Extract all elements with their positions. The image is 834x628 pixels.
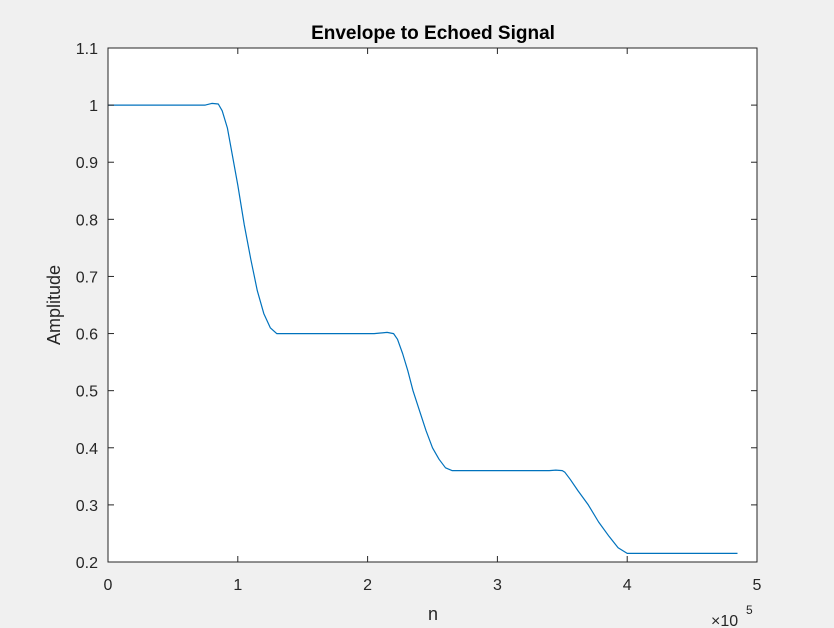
y-tick-label: 0.2 [76,555,98,572]
y-tick-label: 0.4 [76,441,98,458]
x-tick: 4 [623,48,632,594]
y-tick-label: 0.9 [76,155,98,172]
x-tick-label: 3 [493,577,502,594]
y-tick-label: 1 [89,98,98,115]
y-tick-label: 0.6 [76,327,98,344]
axes-box [107,47,758,563]
x-tick: 5 [753,48,762,594]
x-tick-label: 5 [753,577,762,594]
y-tick-label: 0.7 [76,269,98,286]
y-tick: 0.3 [76,498,757,515]
y-tick-label: 1.1 [76,41,98,58]
chart-title: Envelope to Echoed Signal [311,23,555,44]
x-axis-exponent: ×10 5 [711,603,753,628]
y-axis-ticks: 0.2 0.3 0.4 0.5 0.6 0.7 0.8 0.9 1 1.1 [76,41,757,572]
x-tick-label: 0 [104,577,113,594]
x-tick: 2 [363,48,372,594]
x-tick-label: 1 [233,577,242,594]
y-tick: 0.9 [76,155,757,172]
x-exponent-power: 5 [746,603,753,617]
y-tick: 0.6 [76,327,757,344]
y-tick-label: 0.5 [76,384,98,401]
x-tick-label: 4 [623,577,632,594]
x-tick: 3 [493,48,502,594]
y-tick: 0.7 [76,269,757,286]
y-axis-label: Amplitude [44,265,64,345]
y-tick-label: 0.8 [76,212,98,229]
series-line [108,102,738,555]
x-tick: 1 [233,48,242,594]
y-tick: 0.4 [76,441,757,458]
x-axis-label: n [428,604,438,624]
plot-area [108,48,757,562]
y-tick-label: 0.3 [76,498,98,515]
series-lines [108,102,738,555]
x-tick-label: 2 [363,577,372,594]
x-axis-ticks: 0 1 2 3 4 5 [104,48,762,594]
y-tick: 1.1 [76,41,757,58]
x-tick: 0 [104,48,113,594]
y-tick: 0.2 [76,555,757,572]
y-tick: 0.5 [76,384,757,401]
x-exponent-base: ×10 [711,613,738,628]
y-tick: 1 [89,98,757,115]
y-tick: 0.8 [76,212,757,229]
